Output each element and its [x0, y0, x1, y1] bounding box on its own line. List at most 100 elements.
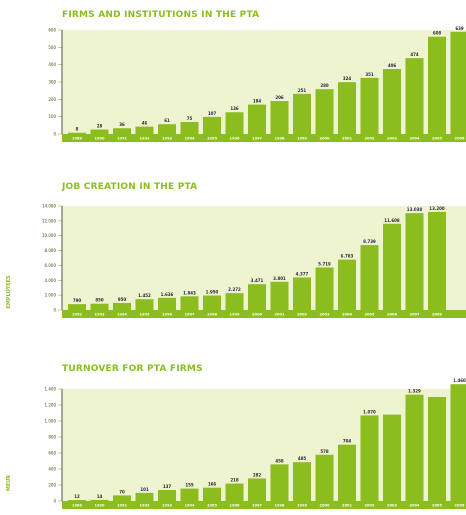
data-label: 608 [433, 31, 442, 36]
bar [270, 281, 289, 310]
x-tick-label: 1995 [139, 313, 150, 317]
y-tick-label: 0 [53, 499, 56, 504]
bar [360, 77, 379, 134]
x-tick-label: 1992 [139, 504, 150, 508]
y-tick-label: 1.400 [45, 387, 57, 392]
bar [338, 444, 356, 501]
x-tick-label: 1997 [184, 313, 195, 317]
x-tick-label: 2005 [364, 313, 375, 317]
x-tick-label: 1990 [94, 504, 105, 508]
data-label: 3.471 [251, 278, 264, 283]
data-label: 218 [230, 478, 239, 483]
x-tick-label: 2005 [432, 504, 443, 508]
bar [383, 223, 401, 310]
x-tick-label: 1993 [94, 313, 105, 317]
data-label: 2.272 [228, 287, 241, 292]
x-tick-label: 1999 [229, 313, 240, 317]
bar [383, 414, 401, 501]
x-tick-label: 1996 [229, 137, 240, 141]
data-label: 46 [142, 121, 148, 126]
data-label: 485 [298, 456, 307, 461]
bar [428, 36, 446, 134]
bar [293, 462, 311, 501]
data-label: 406 [388, 63, 397, 68]
bar [113, 302, 131, 310]
chart-title: TURNOVER FOR PTA FIRMS [62, 364, 203, 374]
chart-plot: 0 100 200 300 400 500 600 8 1989 28 1990 36 1991 46 19… [48, 26, 466, 142]
x-tick-label: 1993 [162, 504, 173, 508]
data-label: 578 [320, 449, 329, 454]
bar [315, 89, 334, 134]
bar [135, 299, 154, 310]
bar [203, 116, 221, 134]
bar [225, 112, 244, 134]
data-label: 458 [275, 458, 284, 463]
data-label: 70 [119, 489, 125, 494]
data-label: 3.801 [273, 276, 286, 281]
bar [428, 397, 446, 501]
y-tick-label: 500 [48, 45, 56, 50]
x-tick-label: 1999 [297, 137, 308, 141]
bar [248, 478, 266, 501]
bar [68, 304, 86, 310]
x-tick-label: 2003 [319, 313, 330, 317]
data-label: 704 [343, 439, 352, 444]
x-tick-label: 2004 [409, 137, 420, 141]
bar [293, 277, 311, 310]
x-tick-label: 1989 [72, 137, 83, 141]
x-axis-band [62, 310, 466, 318]
data-label: 136 [230, 106, 239, 111]
y-tick-label: 6.000 [45, 263, 57, 268]
x-tick-label: 1992 [72, 313, 83, 317]
bar [405, 58, 424, 134]
bar [203, 487, 221, 501]
x-tick-label: 1989 [72, 504, 83, 508]
data-label: 61 [164, 118, 170, 123]
bar [428, 211, 446, 310]
bar [158, 490, 176, 501]
x-tick-label: 1990 [94, 137, 105, 141]
bar [113, 495, 131, 501]
bar [315, 454, 334, 501]
bar [360, 415, 379, 501]
data-label: 14 [97, 494, 103, 499]
bar [225, 293, 244, 310]
data-label: 206 [275, 95, 284, 100]
x-tick-label: 1994 [184, 137, 195, 141]
data-label: 251 [298, 88, 307, 93]
data-label: 8 [76, 127, 79, 132]
data-label: 13.038 [407, 207, 423, 212]
chart-title: JOB CREATION IN THE PTA [62, 182, 198, 192]
x-tick-label: 2001 [342, 504, 353, 508]
bar [248, 104, 266, 134]
x-tick-label: 2002 [364, 137, 375, 141]
bar [293, 93, 311, 134]
bar [68, 500, 86, 501]
data-label: 950 [118, 297, 127, 302]
y-tick-label: 0 [53, 132, 56, 137]
data-label: 101 [140, 487, 149, 492]
y-axis-label: EMPLOYEES [6, 275, 12, 309]
bar [135, 492, 154, 501]
x-tick-label: 2001 [274, 313, 285, 317]
data-label: 6.783 [341, 254, 354, 259]
x-tick-label: 2003 [387, 137, 398, 141]
data-label: 351 [365, 72, 374, 77]
y-tick-label: 600 [48, 28, 56, 33]
bar [450, 384, 466, 501]
data-label: 1.452 [138, 293, 151, 298]
data-label: 166 [208, 482, 217, 487]
bar [180, 296, 199, 310]
x-tick-label: 2006 [454, 137, 465, 141]
data-label: 28 [97, 124, 103, 129]
y-tick-label: 12.000 [42, 218, 56, 223]
x-tick-label: 2005 [432, 137, 443, 141]
y-tick-label: 4.000 [45, 278, 57, 283]
x-tick-label: 1996 [229, 504, 240, 508]
data-label: 1.950 [206, 290, 219, 295]
data-label: 75 [187, 116, 193, 121]
y-tick-label: 1.200 [45, 403, 57, 408]
bar [338, 82, 356, 134]
bar [90, 499, 109, 501]
x-tick-label: 2000 [252, 313, 263, 317]
